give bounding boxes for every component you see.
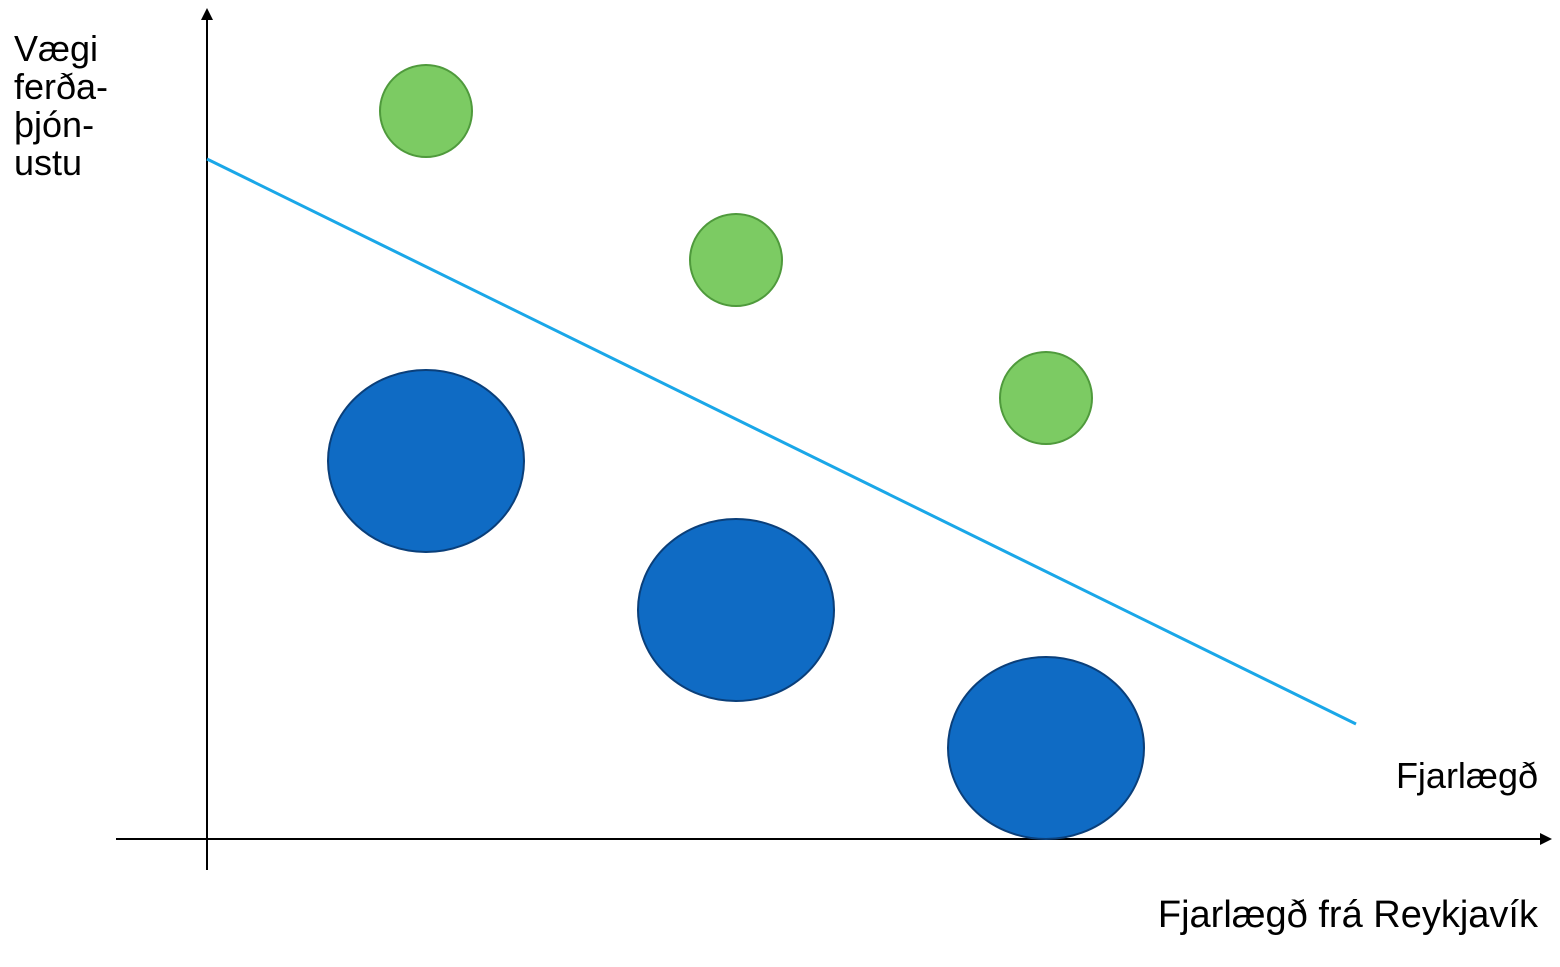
y-axis-label-line: ferða- — [14, 66, 109, 107]
large-circle — [327, 369, 525, 553]
x-axis-label: Fjarlægð frá Reykjavík — [1157, 894, 1538, 936]
trend-line-label: Fjarlægð — [1395, 755, 1538, 796]
large-circle — [947, 656, 1145, 840]
small-circle — [379, 64, 473, 158]
y-axis-label-line: Vægi — [14, 28, 99, 69]
y-axis-label-line: þjón- — [14, 104, 95, 145]
small-circle — [999, 351, 1093, 445]
small-circle — [689, 213, 783, 307]
y-axis-label: Vægi ferða- þjón- ustu — [14, 30, 108, 182]
large-circle — [637, 518, 835, 702]
y-axis-label-line: ustu — [14, 142, 83, 183]
trend-line — [206, 157, 1357, 726]
